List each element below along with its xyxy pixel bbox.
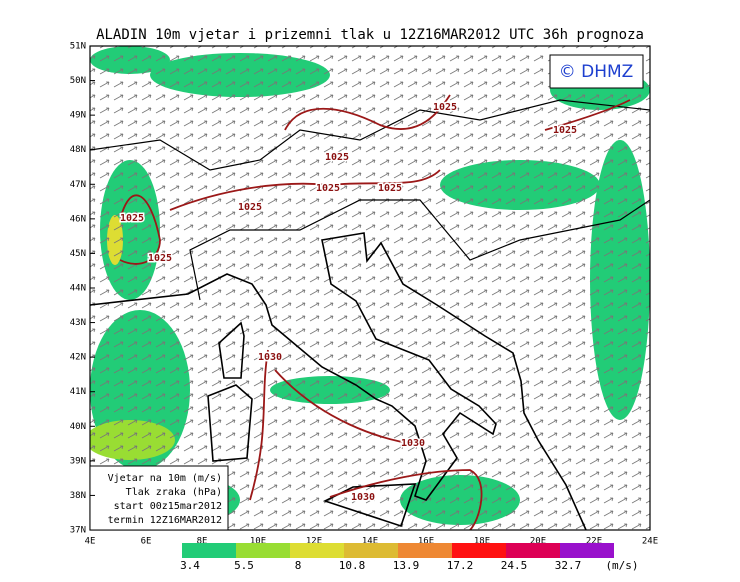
scale-swatch (182, 543, 236, 558)
lon-label: 24E (642, 537, 658, 547)
isobar-label: 1030 (351, 492, 375, 503)
isobars (119, 94, 631, 530)
lon-labels: 4E 6E 8E 10E 12E 14E 16E 18E 20E 22E 24E (85, 537, 659, 547)
isobar-label: 1025 (238, 202, 262, 213)
isobar-label: 1025 (148, 253, 172, 264)
scale-value: 8 (295, 559, 302, 572)
lat-label: 45N (70, 249, 86, 259)
lon-label: 12E (306, 537, 322, 547)
lat-label: 40N (70, 422, 86, 432)
lat-label: 46N (70, 214, 86, 224)
scale-value: 3.4 (180, 559, 200, 572)
scale-value: 24.5 (501, 559, 528, 572)
lat-labels: 51N 50N 49N 48N 47N 46N 45N 44N 43N 42N 41N 40N 39N 3… (70, 42, 95, 536)
lat-label: 42N (70, 353, 86, 363)
scale-value: 5.5 (234, 559, 254, 572)
lat-label: 49N (70, 111, 86, 121)
coastlines (90, 99, 650, 530)
info-line: start 00z15mar2012 (114, 501, 222, 512)
scale-swatch (452, 543, 506, 558)
isobar-label: 1025 (120, 213, 144, 224)
lat-label: 50N (70, 76, 86, 86)
isobar-label: 1025 (433, 102, 457, 113)
color-scale: 3.4 5.5 8 10.8 13.9 17.2 24.5 32.7 (m/s) (180, 543, 639, 572)
lon-label: 18E (474, 537, 490, 547)
logo-box (549, 54, 644, 89)
lat-label: 43N (70, 318, 86, 328)
title: ALADIN 10m vjetar i prizemni tlak u 12Z1… (96, 27, 644, 43)
isobar-label: 1025 (316, 183, 340, 194)
isobar-label: 1025 (325, 152, 349, 163)
lon-label: 10E (250, 537, 266, 547)
isobar-label: 1030 (401, 438, 425, 449)
lat-label: 48N (70, 145, 86, 155)
logo: © DHMZ (559, 62, 634, 82)
lat-label: 47N (70, 180, 86, 190)
lon-label: 20E (530, 537, 546, 547)
isobar-label: 1030 (258, 352, 282, 363)
info-box (89, 465, 229, 531)
lon-label: 6E (141, 537, 152, 547)
lon-label: 14E (362, 537, 378, 547)
isobar-label: 1025 (553, 125, 577, 136)
info-lines: Vjetar na 10m (m/s) Tlak zraka (hPa) start… (108, 473, 222, 526)
info-line: Vjetar na 10m (m/s) (108, 473, 222, 484)
scale-swatch (560, 543, 614, 558)
scale-unit: (m/s) (605, 559, 638, 572)
scale-value: 32.7 (555, 559, 582, 572)
scale-value: 13.9 (393, 559, 420, 572)
isobar-label: 1025 (378, 183, 402, 194)
lon-label: 16E (418, 537, 434, 547)
lat-label: 39N (70, 456, 86, 466)
lat-label: 41N (70, 387, 86, 397)
lon-label: 4E (85, 537, 96, 547)
lon-label: 22E (586, 537, 602, 547)
scale-value: 17.2 (447, 559, 474, 572)
scale-swatch (506, 543, 560, 558)
scale-swatch (344, 543, 398, 558)
scale-swatch (290, 543, 344, 558)
lat-label: 38N (70, 491, 86, 501)
map: 1025 1025 1025 1025 1025 1025 1025 1025 1030 1030… (90, 46, 650, 530)
lat-label: 37N (70, 526, 86, 536)
lon-label: 8E (197, 537, 208, 547)
scale-swatch (398, 543, 452, 558)
scale-swatch (236, 543, 290, 558)
info-line: Tlak zraka (hPa) (126, 487, 222, 498)
isobar-labels: 1025 1025 1025 1025 1025 1025 1025 1025 1030 1030… (118, 101, 578, 505)
lat-label: 44N (70, 284, 86, 294)
info-line: termin 12Z16MAR2012 (108, 515, 222, 526)
lat-label: 51N (70, 42, 86, 52)
scale-value: 10.8 (339, 559, 366, 572)
